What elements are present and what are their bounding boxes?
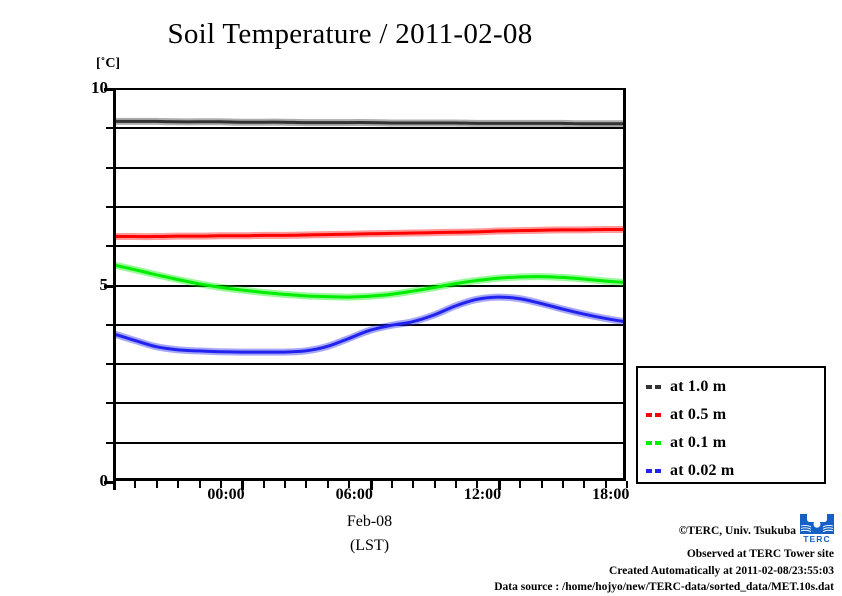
y-axis-tick [104, 481, 113, 484]
x-axis-tick [476, 481, 479, 488]
plot-frame [113, 88, 626, 481]
x-axis-tick [219, 481, 222, 488]
x-axis-tick [326, 481, 329, 488]
x-axis-tick [262, 481, 265, 488]
legend-item[interactable]: at 0.1 m [646, 432, 726, 454]
series-line [113, 119, 626, 126]
legend-item-label: at 0.1 m [670, 434, 727, 451]
x-axis-tick [177, 481, 180, 488]
terc-logo-text: TERC [803, 534, 831, 544]
x-axis-tick [155, 481, 158, 488]
x-axis-tick [369, 481, 373, 490]
x-axis-tick [241, 481, 245, 490]
legend-item[interactable]: at 0.02 m [646, 460, 734, 482]
series-line [113, 295, 626, 354]
x-axis-tick [519, 481, 522, 488]
y-axis-tick [106, 166, 113, 169]
x-axis-tick [583, 481, 586, 488]
gridline [113, 402, 626, 405]
x-axis-tick-label: 06:00 [335, 486, 373, 503]
plot-area [104, 88, 628, 490]
page-title: Soil Temperature / 2011-02-08 [167, 18, 533, 50]
y-axis-tick [106, 441, 113, 444]
gridline [113, 323, 626, 326]
x-axis-tick [305, 481, 308, 488]
x-axis-tick [455, 481, 457, 488]
legend: at 1.0 m at 0.5 m at 0.1 m at 0.02 m [636, 366, 826, 484]
x-axis-tick [412, 481, 415, 488]
x-axis-caption-date: Feb-08 [346, 513, 393, 530]
x-axis-caption-timezone: (LST) [349, 537, 390, 554]
legend-dashed-line-icon [646, 469, 664, 473]
footer-data-source: Data source : /home/hojyo/new/TERC-data/… [494, 581, 834, 593]
y-axis-tick [106, 363, 113, 366]
y-axis-tick [104, 284, 113, 288]
x-axis-tick [626, 481, 628, 488]
legend-item-label: at 1.0 m [670, 378, 727, 395]
terc-logo-icon: TERC [800, 514, 834, 544]
footer-copyright-row: ©TERC, Univ. Tsukuba TERC [414, 514, 834, 546]
legend-item-label: at 0.5 m [670, 406, 727, 423]
y-axis-tick [104, 88, 113, 91]
y-axis-tick [106, 402, 113, 405]
y-axis-tick-labels: 0 5 10 [68, 78, 109, 490]
footer-created-at: Created Automatically at 2011-02-08/23:5… [609, 564, 834, 577]
gridline [113, 363, 626, 366]
y-axis-tick-label: 0 [99, 471, 109, 490]
gridline [113, 166, 626, 169]
x-axis-tick-label: 00:00 [207, 486, 245, 503]
footer-observed-at: Observed at TERC Tower site [686, 548, 834, 560]
x-axis-tick [540, 481, 543, 488]
legend-dashed-line-icon [646, 385, 664, 389]
legend-item-label: at 0.02 m [670, 462, 735, 479]
y-axis-tick [106, 127, 113, 130]
gridline [113, 245, 626, 248]
data-series-curves [113, 117, 626, 356]
x-axis-tick [497, 481, 501, 490]
x-axis-tick [561, 481, 564, 488]
y-axis-unit-label: [˚C] [96, 56, 121, 71]
footer-copyright: ©TERC, Univ. Tsukuba [678, 524, 796, 537]
gridline [113, 205, 626, 208]
x-axis-tick [198, 481, 201, 488]
x-axis-tick [390, 481, 393, 488]
y-axis-tick [106, 245, 113, 248]
x-axis-tick-label: 12:00 [463, 486, 502, 503]
y-axis-tick [106, 323, 113, 326]
footer: ©TERC, Univ. Tsukuba TERC Observed at TE… [414, 514, 834, 596]
legend-item[interactable]: at 1.0 m [646, 376, 726, 398]
x-axis-tick [348, 481, 351, 488]
gridline [113, 284, 626, 287]
x-axis-tick [113, 481, 116, 490]
legend-item[interactable]: at 0.5 m [646, 404, 726, 426]
gridline [113, 441, 626, 444]
y-axis-tick-label: 5 [99, 274, 109, 294]
y-axis-tick-label: 10 [91, 78, 108, 97]
x-axis-caption: Feb-08 (LST) [113, 510, 626, 558]
x-axis-tick [604, 481, 607, 488]
x-axis-tick [433, 481, 436, 488]
y-axis-tick [106, 205, 113, 208]
x-axis-tick [284, 481, 286, 488]
legend-dashed-line-icon [646, 413, 664, 417]
gridline [113, 127, 626, 130]
series-line [113, 227, 626, 239]
series-line [113, 263, 626, 299]
x-axis-tick-label: 18:00 [592, 486, 630, 503]
legend-dashed-line-icon [646, 441, 664, 445]
x-axis-tick [134, 481, 137, 488]
